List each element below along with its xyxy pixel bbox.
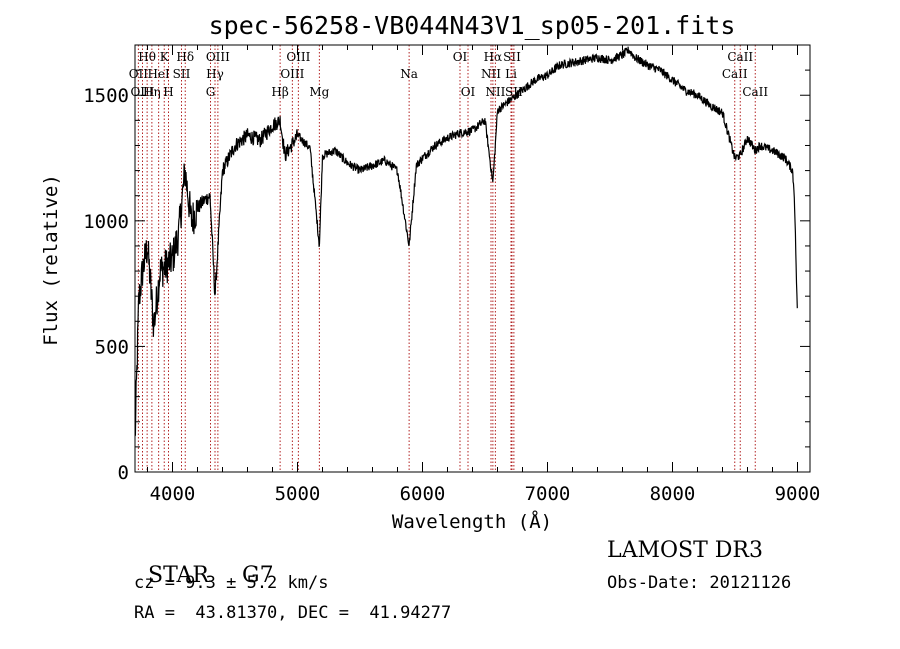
marker-label-5: K <box>160 50 170 64</box>
y-tick-label-2: 1000 <box>83 211 129 233</box>
marker-label-23: SII <box>503 50 521 64</box>
y-axis-label: Flux (relative) <box>40 174 62 346</box>
object-class: STAR G7 <box>134 538 274 588</box>
plot-frame <box>134 44 811 473</box>
marker-label-22: Li <box>505 67 517 81</box>
x-tick-label-3: 7000 <box>525 483 571 505</box>
marker-label-4: HeI <box>147 67 170 81</box>
y-tick-label-3: 1500 <box>83 85 129 107</box>
series-line-flux <box>134 46 798 437</box>
subclass-label: G7 <box>242 563 274 588</box>
marker-label-6: H <box>163 85 173 99</box>
axes: 4000 5000 6000 7000 8000 9000 0 500 1000 1500 <box>83 44 821 505</box>
coordinates: RA = 43.81370, DEC = 41.94277 <box>134 603 452 623</box>
marker-label-21: NII <box>485 85 505 99</box>
y-tick-label-0: 0 <box>118 462 129 484</box>
redshift-cz: cz = 9.3 ± 5.2 km/s <box>134 573 329 593</box>
marker-label-11: OIII <box>206 50 230 64</box>
marker-label-0: OII <box>129 67 149 81</box>
obs-date: Obs-Date: 20121126 <box>607 573 792 593</box>
spectrum-series <box>134 46 798 437</box>
x-tick-label-5: 9000 <box>775 483 821 505</box>
marker-label-17: OI <box>453 50 468 64</box>
marker-label-19: NII <box>481 67 501 81</box>
class-label: STAR <box>148 563 209 588</box>
chart-title: spec-56258-VB044N43V1_sp05-201.fits <box>209 11 736 40</box>
marker-label-12: Hβ <box>271 85 288 99</box>
marker-label-26: CaII <box>727 50 753 64</box>
x-tick-label-2: 6000 <box>400 483 446 505</box>
y-tick-label-1: 500 <box>95 336 129 358</box>
spectral-line-markers: OIIOIIIHθHηHeIKHSIIHδGHγOIIIHβOIIIOIIIMg… <box>129 45 768 472</box>
marker-label-3: Hη <box>143 85 161 99</box>
marker-label-13: OIII <box>280 67 304 81</box>
x-axis-label: Wavelength (Å) <box>392 510 552 533</box>
marker-label-27: CaII <box>742 85 768 99</box>
marker-label-20: Hα <box>484 50 503 64</box>
survey-label: LAMOST DR3 <box>607 538 763 563</box>
marker-label-8: Hδ <box>176 50 194 64</box>
x-tick-label-1: 5000 <box>275 483 321 505</box>
marker-label-7: SII <box>173 67 191 81</box>
marker-label-18: OI <box>461 85 476 99</box>
marker-label-9: G <box>206 85 216 99</box>
marker-label-2: Hθ <box>138 50 156 64</box>
marker-label-10: Hγ <box>206 67 224 81</box>
x-tick-label-4: 8000 <box>650 483 696 505</box>
x-tick-label-0: 4000 <box>150 483 196 505</box>
marker-label-14: OIII <box>286 50 310 64</box>
marker-label-25: CaII <box>722 67 748 81</box>
marker-label-16: Na <box>400 67 418 81</box>
marker-label-15: Mg <box>309 85 329 99</box>
